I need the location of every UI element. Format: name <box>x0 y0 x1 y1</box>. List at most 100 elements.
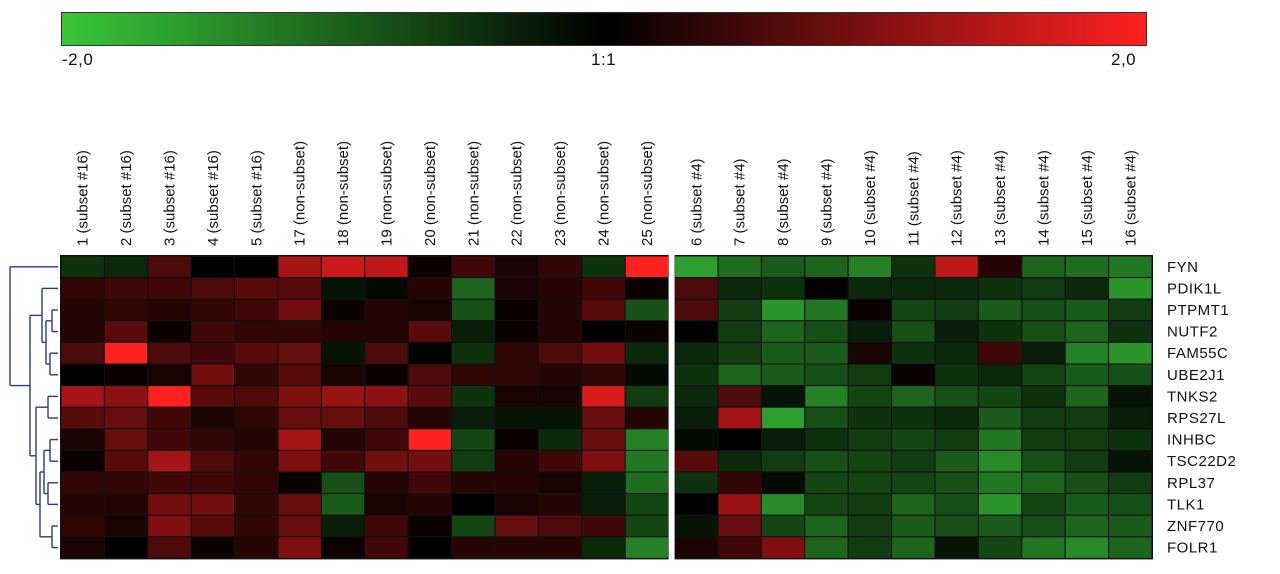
heatmap-cell <box>1108 341 1153 365</box>
heatmap-cell <box>1108 449 1153 473</box>
column-label: 7 (subset #4) <box>732 158 749 246</box>
heatmap-cell <box>891 406 936 430</box>
heatmap-cell <box>234 406 279 430</box>
heatmap-cell <box>891 493 936 516</box>
heatmap-cell <box>674 320 719 343</box>
heatmap-cell <box>847 536 893 559</box>
heatmap-cell <box>320 277 366 300</box>
column-label: 21 (non-subset) <box>465 141 482 246</box>
heatmap-cell <box>760 428 806 451</box>
heatmap-cell <box>494 320 539 343</box>
heatmap-cell <box>320 493 366 516</box>
heatmap-cell <box>320 449 366 473</box>
heatmap-cell <box>804 255 849 279</box>
heatmap-cell <box>1064 320 1110 343</box>
heatmap-cell <box>1108 514 1153 538</box>
row-label: NUTF2 <box>1167 324 1218 341</box>
heatmap-cell <box>934 385 979 408</box>
heatmap-cell <box>277 406 322 430</box>
heatmap-cell <box>320 514 366 538</box>
scale-mid-label: 1:1 <box>591 50 617 69</box>
heatmap-cell <box>891 536 936 559</box>
heatmap-cell <box>451 406 496 430</box>
heatmap-cell <box>537 514 583 538</box>
heatmap-cell <box>1108 493 1153 516</box>
heatmap-cell <box>60 406 105 430</box>
heatmap-cell <box>624 493 670 516</box>
heatmap-cell <box>451 493 496 516</box>
heatmap-cell <box>760 363 806 387</box>
heatmap-cell <box>717 341 762 365</box>
heatmap-cell <box>234 277 279 300</box>
heatmap-cell <box>1021 385 1066 408</box>
heatmap-cell <box>277 536 322 559</box>
heatmap-cell <box>277 363 322 387</box>
row-labels: FYN PDIK1L PTPMT1 NUTF2 FAM55C UBE2J1 TNKS2 RPS… <box>1167 259 1236 557</box>
heatmap-cell <box>674 493 719 516</box>
heatmap-cell <box>234 514 279 538</box>
row-label: ZNF770 <box>1167 518 1224 535</box>
heatmap-cell <box>364 385 409 408</box>
heatmap-cell <box>581 428 626 451</box>
heatmap-cell <box>407 536 453 559</box>
heatmap-cell <box>977 406 1023 430</box>
heatmap-cell <box>934 341 979 365</box>
heatmap-cell <box>760 493 806 516</box>
heatmap-cell <box>1021 449 1066 473</box>
heatmap-cell <box>1064 449 1110 473</box>
heatmap-cell <box>581 277 626 300</box>
heatmap-cell <box>103 514 149 538</box>
heatmap-cell <box>1064 406 1110 430</box>
heatmap-cell <box>103 255 149 279</box>
heatmap-cell <box>190 255 236 279</box>
row-label: RPS27L <box>1167 410 1226 427</box>
heatmap-cell <box>891 320 936 343</box>
heatmap-cell <box>364 493 409 516</box>
heatmap-cell <box>537 341 583 365</box>
heatmap-cell <box>364 471 409 495</box>
heatmap-cell <box>451 536 496 559</box>
heatmap-cell <box>934 428 979 451</box>
heatmap-cell <box>60 277 105 300</box>
row-label: PDIK1L <box>1167 280 1222 297</box>
column-label: 24 (non-subset) <box>596 141 613 246</box>
heatmap-cell <box>674 277 719 300</box>
heatmap-cell <box>1108 428 1153 451</box>
heatmap-cell <box>190 320 236 343</box>
heatmap-cell <box>977 298 1023 322</box>
heatmap-cell <box>277 493 322 516</box>
heatmap-cells <box>60 253 1153 562</box>
heatmap-cell <box>674 406 719 430</box>
column-label: 23 (non-subset) <box>552 141 569 246</box>
heatmap-cell <box>891 385 936 408</box>
heatmap-cell <box>364 277 409 300</box>
heatmap-cell <box>1108 536 1153 559</box>
heatmap-cell <box>451 514 496 538</box>
heatmap-cell <box>847 493 893 516</box>
heatmap-cell <box>277 255 322 279</box>
row-label: TSC22D2 <box>1167 453 1236 470</box>
heatmap-cell <box>537 406 583 430</box>
heatmap-cell <box>674 363 719 387</box>
heatmap-cell <box>190 277 236 300</box>
heatmap-cell <box>717 514 762 538</box>
heatmap-cell <box>190 406 236 430</box>
heatmap-cell <box>934 471 979 495</box>
heatmap-cell <box>1021 255 1066 279</box>
heatmap-cell <box>277 341 322 365</box>
heatmap-cell <box>624 514 670 538</box>
column-label: 11 (subset #4) <box>905 151 922 246</box>
heatmap-cell <box>624 471 670 495</box>
heatmap-cell <box>364 449 409 473</box>
heatmap-cell <box>234 428 279 451</box>
heatmap-cell <box>494 428 539 451</box>
heatmap-cell <box>804 277 849 300</box>
heatmap-cell <box>407 428 453 451</box>
heatmap-cell <box>451 341 496 365</box>
heatmap-cell <box>147 536 192 559</box>
heatmap-cell <box>804 449 849 473</box>
column-label: 2 (subset #16) <box>118 150 135 246</box>
column-label: 8 (subset #4) <box>775 158 792 246</box>
heatmap-cell <box>103 536 149 559</box>
